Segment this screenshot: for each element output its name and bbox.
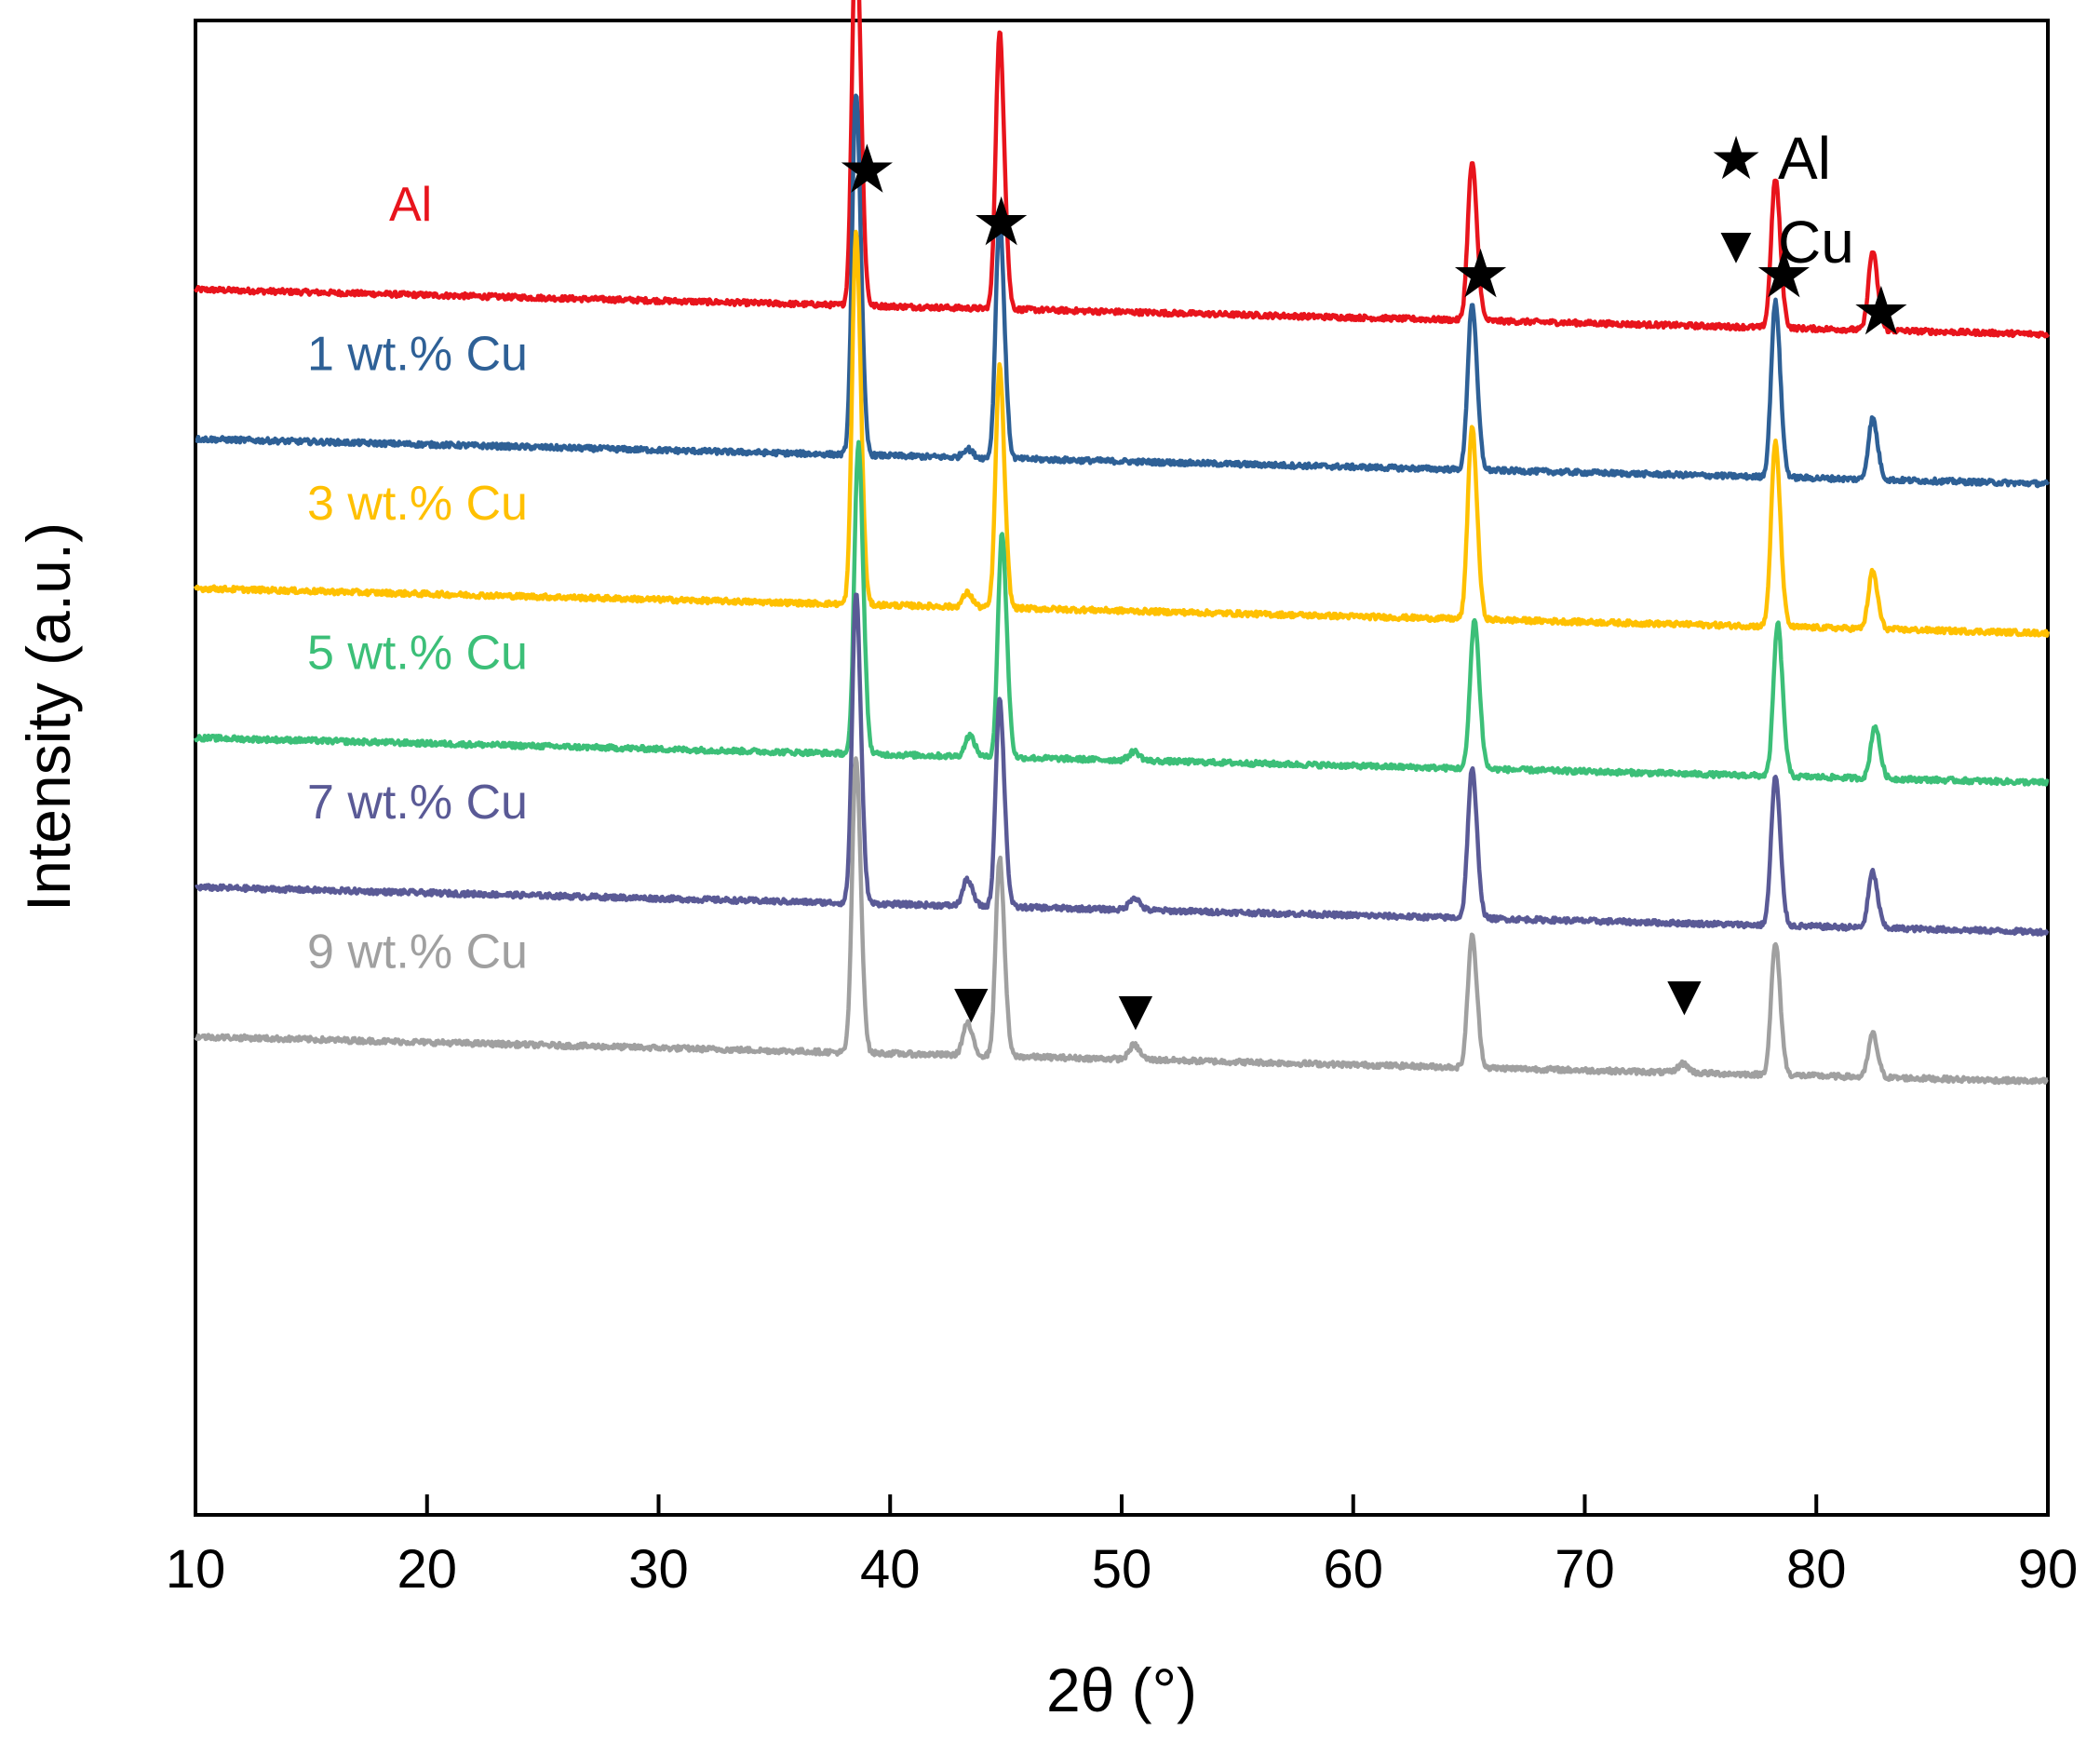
al-peak-marker-2: ★	[1450, 237, 1511, 312]
x-axis-label: 2θ (°)	[1046, 1655, 1197, 1724]
x-tick-label-40: 40	[860, 1539, 921, 1600]
series-label-3-wt-cu: 3 wt.% Cu	[307, 477, 528, 531]
al-peak-marker-4: ★	[1851, 275, 1912, 349]
legend: ★ Al ▼ Cu	[1709, 125, 1854, 276]
cu-peak-marker-6: ▼	[1107, 978, 1164, 1042]
series-line-3-wt-cu	[193, 229, 2051, 638]
cu-peak-marker-7: ▼	[1656, 963, 1713, 1027]
series-line-5-wt-cu	[193, 439, 2050, 787]
series-label-5-wt-cu: 5 wt.% Cu	[307, 627, 528, 681]
x-tick-label-90: 90	[2018, 1539, 2079, 1600]
series-label-9-wt-cu: 9 wt.% Cu	[307, 926, 528, 980]
series-layer	[193, 0, 2051, 1086]
al-peak-marker-0: ★	[837, 133, 897, 208]
x-axis: 10 20 30 40 50 60 70 80 90	[166, 1494, 2079, 1600]
cu-peak-marker-5: ▼	[943, 970, 1000, 1034]
al-peak-marker-1: ★	[971, 185, 1031, 260]
x-tick-label-30: 30	[628, 1539, 689, 1600]
x-tick-label-20: 20	[397, 1539, 457, 1600]
y-axis-label: Intensity (a.u.)	[14, 522, 83, 912]
series-label-layer: Al 1 wt.% Cu 3 wt.% Cu 5 wt.% Cu 7 wt.% Cu 9 …	[307, 178, 528, 979]
legend-symbol-cu: ▼	[1710, 215, 1761, 274]
legend-symbol-al: ★	[1709, 125, 1762, 192]
series-line-7-wt-cu	[194, 592, 2050, 937]
x-tick-label-10: 10	[166, 1539, 226, 1600]
x-tick-label-60: 60	[1323, 1539, 1383, 1600]
series-label-1-wt-cu: 1 wt.% Cu	[307, 328, 528, 382]
legend-label-cu: Cu	[1778, 209, 1854, 276]
series-label-al: Al	[389, 178, 432, 232]
x-tick-label-50: 50	[1092, 1539, 1152, 1600]
series-line-al	[193, 0, 2050, 339]
al-peak-marker-3: ★	[1754, 237, 1814, 312]
legend-label-al: Al	[1778, 125, 1831, 192]
series-label-7-wt-cu: 7 wt.% Cu	[307, 776, 528, 830]
annotation-layer: ★★★ ★★▼ ▼ ▼	[837, 133, 1911, 1043]
series-line-1-wt-cu	[194, 93, 2050, 489]
x-tick-label-70: 70	[1555, 1539, 1615, 1600]
series-line-9-wt-cu	[194, 756, 2050, 1086]
x-tick-label-80: 80	[1786, 1539, 1847, 1600]
